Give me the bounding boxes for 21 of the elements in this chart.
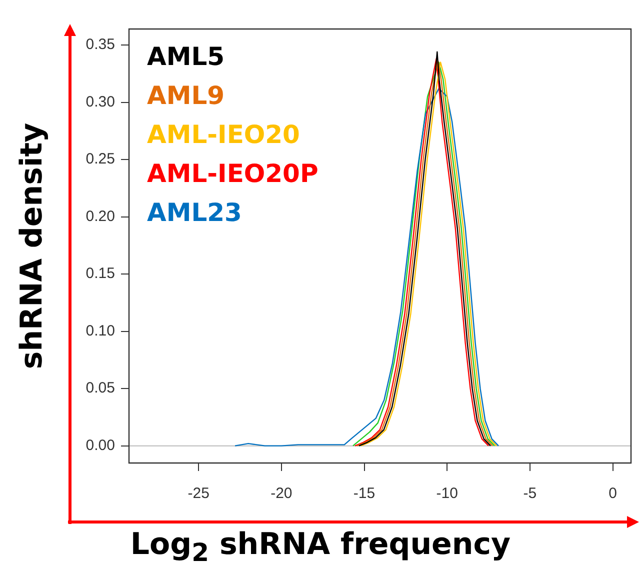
y-tick-label: 0.05 (86, 380, 115, 397)
y-tick-label: 0.15 (86, 265, 115, 282)
text: AML5 (147, 41, 226, 73)
x-tick-label: -25 (188, 485, 210, 502)
x-tick-label: -15 (353, 485, 376, 502)
x-tick-label: -5 (523, 485, 537, 502)
x-tick-label: 0 (608, 485, 617, 502)
x-tick-label: -10 (436, 485, 458, 502)
y-tick-label: 0.35 (86, 36, 115, 54)
y-tick-label: 0.00 (86, 436, 115, 454)
text: AML23 (147, 197, 243, 229)
y-tick-label: 0.10 (86, 322, 115, 340)
x-tick-label: -20 (270, 485, 292, 502)
y-axis-title: shRNA density (14, 122, 50, 370)
y-tick-label: 0.20 (86, 208, 115, 225)
text: AML-IEO20 (147, 119, 301, 151)
text: AML-IEO20P (147, 158, 318, 190)
y-tick-label: 0.25 (86, 150, 115, 168)
x-axis-title: Log$_{2}$ shRNA frequency (129, 527, 512, 567)
text: AML9 (147, 80, 226, 112)
y-tick-label: 0.30 (86, 93, 115, 110)
